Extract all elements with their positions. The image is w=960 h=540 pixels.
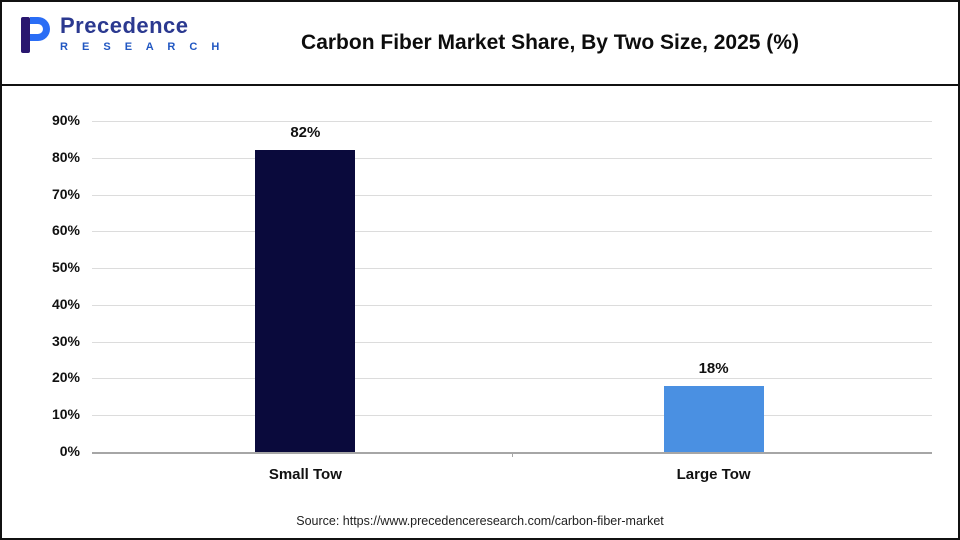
- y-axis-tick-label: 10%: [51, 406, 80, 423]
- logo-text: Precedence R E S E A R C H: [60, 15, 225, 53]
- chart-section: Source: https://www.precedenceresearch.c…: [2, 86, 958, 538]
- gridline: [92, 268, 932, 270]
- y-axis-tick-label: 30%: [51, 332, 80, 349]
- y-axis-tick-label: 20%: [51, 369, 80, 386]
- y-axis-tick-label: 60%: [51, 222, 80, 239]
- y-axis-tick-label: 50%: [51, 259, 80, 276]
- header: Precedence R E S E A R C H Carbon Fiber …: [2, 2, 958, 86]
- logo-wordmark: Precedence: [60, 13, 189, 38]
- gridline: [92, 157, 932, 159]
- gridline: [92, 304, 932, 306]
- gridline: [92, 378, 932, 380]
- brand-logo: Precedence R E S E A R C H: [18, 15, 225, 57]
- bar-large-tow: [663, 385, 764, 452]
- gridline: [92, 121, 932, 122]
- y-axis-tick-label: 70%: [51, 185, 80, 202]
- gridline: [92, 231, 932, 233]
- gridline: [92, 415, 932, 417]
- gridline: [92, 194, 932, 196]
- category-label: Large Tow: [676, 466, 751, 483]
- category-label: Small Tow: [268, 466, 342, 483]
- gridline: [92, 341, 932, 343]
- y-axis-tick-label: 80%: [51, 148, 80, 165]
- source-text: Source: https://www.precedenceresearch.c…: [296, 514, 664, 528]
- page-title: Carbon Fiber Market Share, By Two Size, …: [301, 31, 799, 54]
- x-axis-tick: [512, 452, 513, 457]
- bar-small-tow: [255, 150, 356, 452]
- bar-value-label: 82%: [290, 124, 321, 142]
- y-axis-tick-label: 0%: [59, 443, 80, 459]
- y-axis-tick-label: 90%: [51, 112, 80, 128]
- logo-subtitle: R E S E A R C H: [60, 41, 225, 53]
- bar-value-label: 18%: [698, 359, 729, 377]
- precedence-logo-icon: [21, 17, 50, 53]
- y-axis-tick-label: 40%: [51, 295, 80, 312]
